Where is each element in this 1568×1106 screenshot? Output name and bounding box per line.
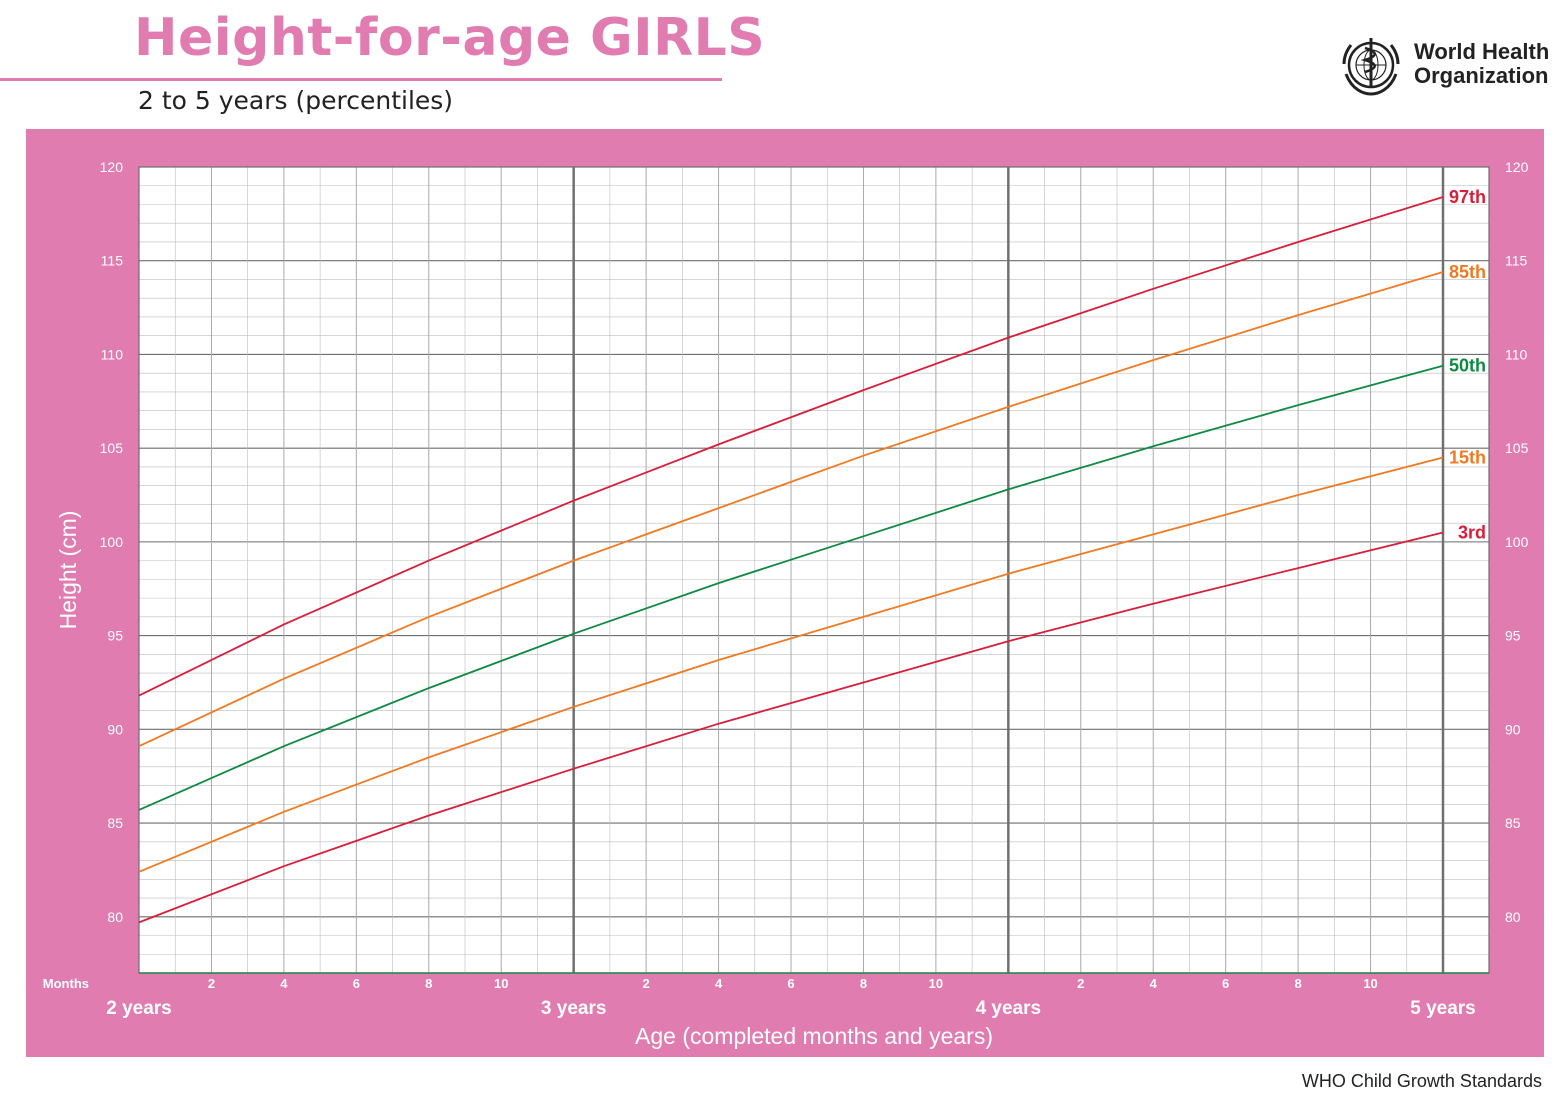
y-tick-label-right: 95 bbox=[1505, 628, 1521, 644]
y-tick-label-left: 115 bbox=[101, 253, 124, 269]
month-tick-label: 8 bbox=[1294, 976, 1301, 991]
y-tick-label-right: 80 bbox=[1505, 909, 1521, 925]
month-tick-label: 4 bbox=[280, 976, 288, 991]
y-tick-label-left: 110 bbox=[101, 346, 124, 362]
year-label: 5 years bbox=[1410, 998, 1476, 1019]
y-tick-label-right: 100 bbox=[1505, 534, 1529, 550]
who-emblem-icon bbox=[1342, 38, 1400, 96]
series-label-3rd: 3rd bbox=[1458, 523, 1486, 543]
chart-panel: 97th 85th 50th 15th 3rd 80 80 85 85 90 90 95 95 100 10… bbox=[26, 129, 1544, 1057]
organization-name: World Health Organization bbox=[1414, 40, 1549, 88]
percentile-97th-line bbox=[138, 196, 1444, 697]
organization-name-line1: World Health bbox=[1414, 39, 1550, 64]
month-tick-label: 2 bbox=[1077, 976, 1084, 991]
y-tick-label-right: 110 bbox=[1505, 346, 1528, 362]
month-tick-label: 6 bbox=[353, 976, 360, 991]
year-label: 4 years bbox=[976, 998, 1042, 1019]
month-tick-label: 2 bbox=[208, 976, 215, 991]
x-unit-label: Months bbox=[43, 976, 89, 991]
x-axis-title: Age (completed months and years) bbox=[635, 1023, 993, 1049]
month-tick-label: 6 bbox=[787, 976, 794, 991]
month-tick-label: 10 bbox=[494, 976, 508, 991]
series-label-97th: 97th bbox=[1449, 187, 1486, 207]
y-tick-label-right: 105 bbox=[1505, 440, 1529, 456]
y-tick-label-right: 85 bbox=[1505, 815, 1521, 831]
percentile-15th-line bbox=[138, 456, 1444, 873]
month-tick-label: 6 bbox=[1222, 976, 1229, 991]
series-label-50th: 50th bbox=[1449, 356, 1486, 376]
series-label-15th: 15th bbox=[1449, 448, 1486, 468]
month-tick-label: 8 bbox=[425, 976, 432, 991]
y-tick-label-left: 80 bbox=[107, 909, 123, 925]
month-tick-label: 10 bbox=[929, 976, 943, 991]
chart-title: Height-for-age GIRLS bbox=[134, 8, 766, 68]
axis-labels: 97th 85th 50th 15th 3rd 80 80 85 85 90 90 95 95 100 10… bbox=[43, 159, 1529, 1049]
percentile-85th-line bbox=[138, 271, 1444, 748]
month-tick-label: 2 bbox=[642, 976, 649, 991]
year-label: 3 years bbox=[541, 998, 607, 1019]
y-tick-label-left: 85 bbox=[107, 815, 123, 831]
month-tick-label: 8 bbox=[860, 976, 867, 991]
y-tick-label-left: 100 bbox=[100, 534, 124, 550]
y-tick-label-right: 115 bbox=[1505, 253, 1528, 269]
y-tick-label-left: 105 bbox=[100, 440, 124, 456]
grid bbox=[138, 166, 1490, 974]
chart-subtitle: 2 to 5 years (percentiles) bbox=[138, 86, 454, 115]
month-tick-label: 4 bbox=[715, 976, 723, 991]
y-tick-label-right: 90 bbox=[1505, 721, 1521, 737]
plot-area bbox=[139, 167, 1489, 973]
y-axis-title: Height (cm) bbox=[55, 511, 81, 630]
growth-chart: 97th 85th 50th 15th 3rd 80 80 85 85 90 90 95 95 100 10… bbox=[43, 159, 1529, 1049]
title-underline bbox=[0, 78, 722, 81]
footer-source: WHO Child Growth Standards bbox=[1301, 1071, 1542, 1091]
y-tick-label-left: 120 bbox=[100, 159, 124, 175]
y-tick-label-left: 95 bbox=[107, 628, 123, 644]
y-tick-label-right: 120 bbox=[1505, 159, 1529, 175]
percentile-curves bbox=[138, 196, 1444, 924]
percentile-50th-line bbox=[138, 364, 1444, 811]
month-tick-label: 4 bbox=[1150, 976, 1158, 991]
series-label-85th: 85th bbox=[1449, 262, 1486, 282]
percentile-3rd-line bbox=[138, 531, 1444, 924]
y-tick-label-left: 90 bbox=[107, 721, 123, 737]
year-label: 2 years bbox=[106, 998, 172, 1019]
month-tick-label: 10 bbox=[1363, 976, 1377, 991]
organization-name-line2: Organization bbox=[1414, 63, 1549, 88]
